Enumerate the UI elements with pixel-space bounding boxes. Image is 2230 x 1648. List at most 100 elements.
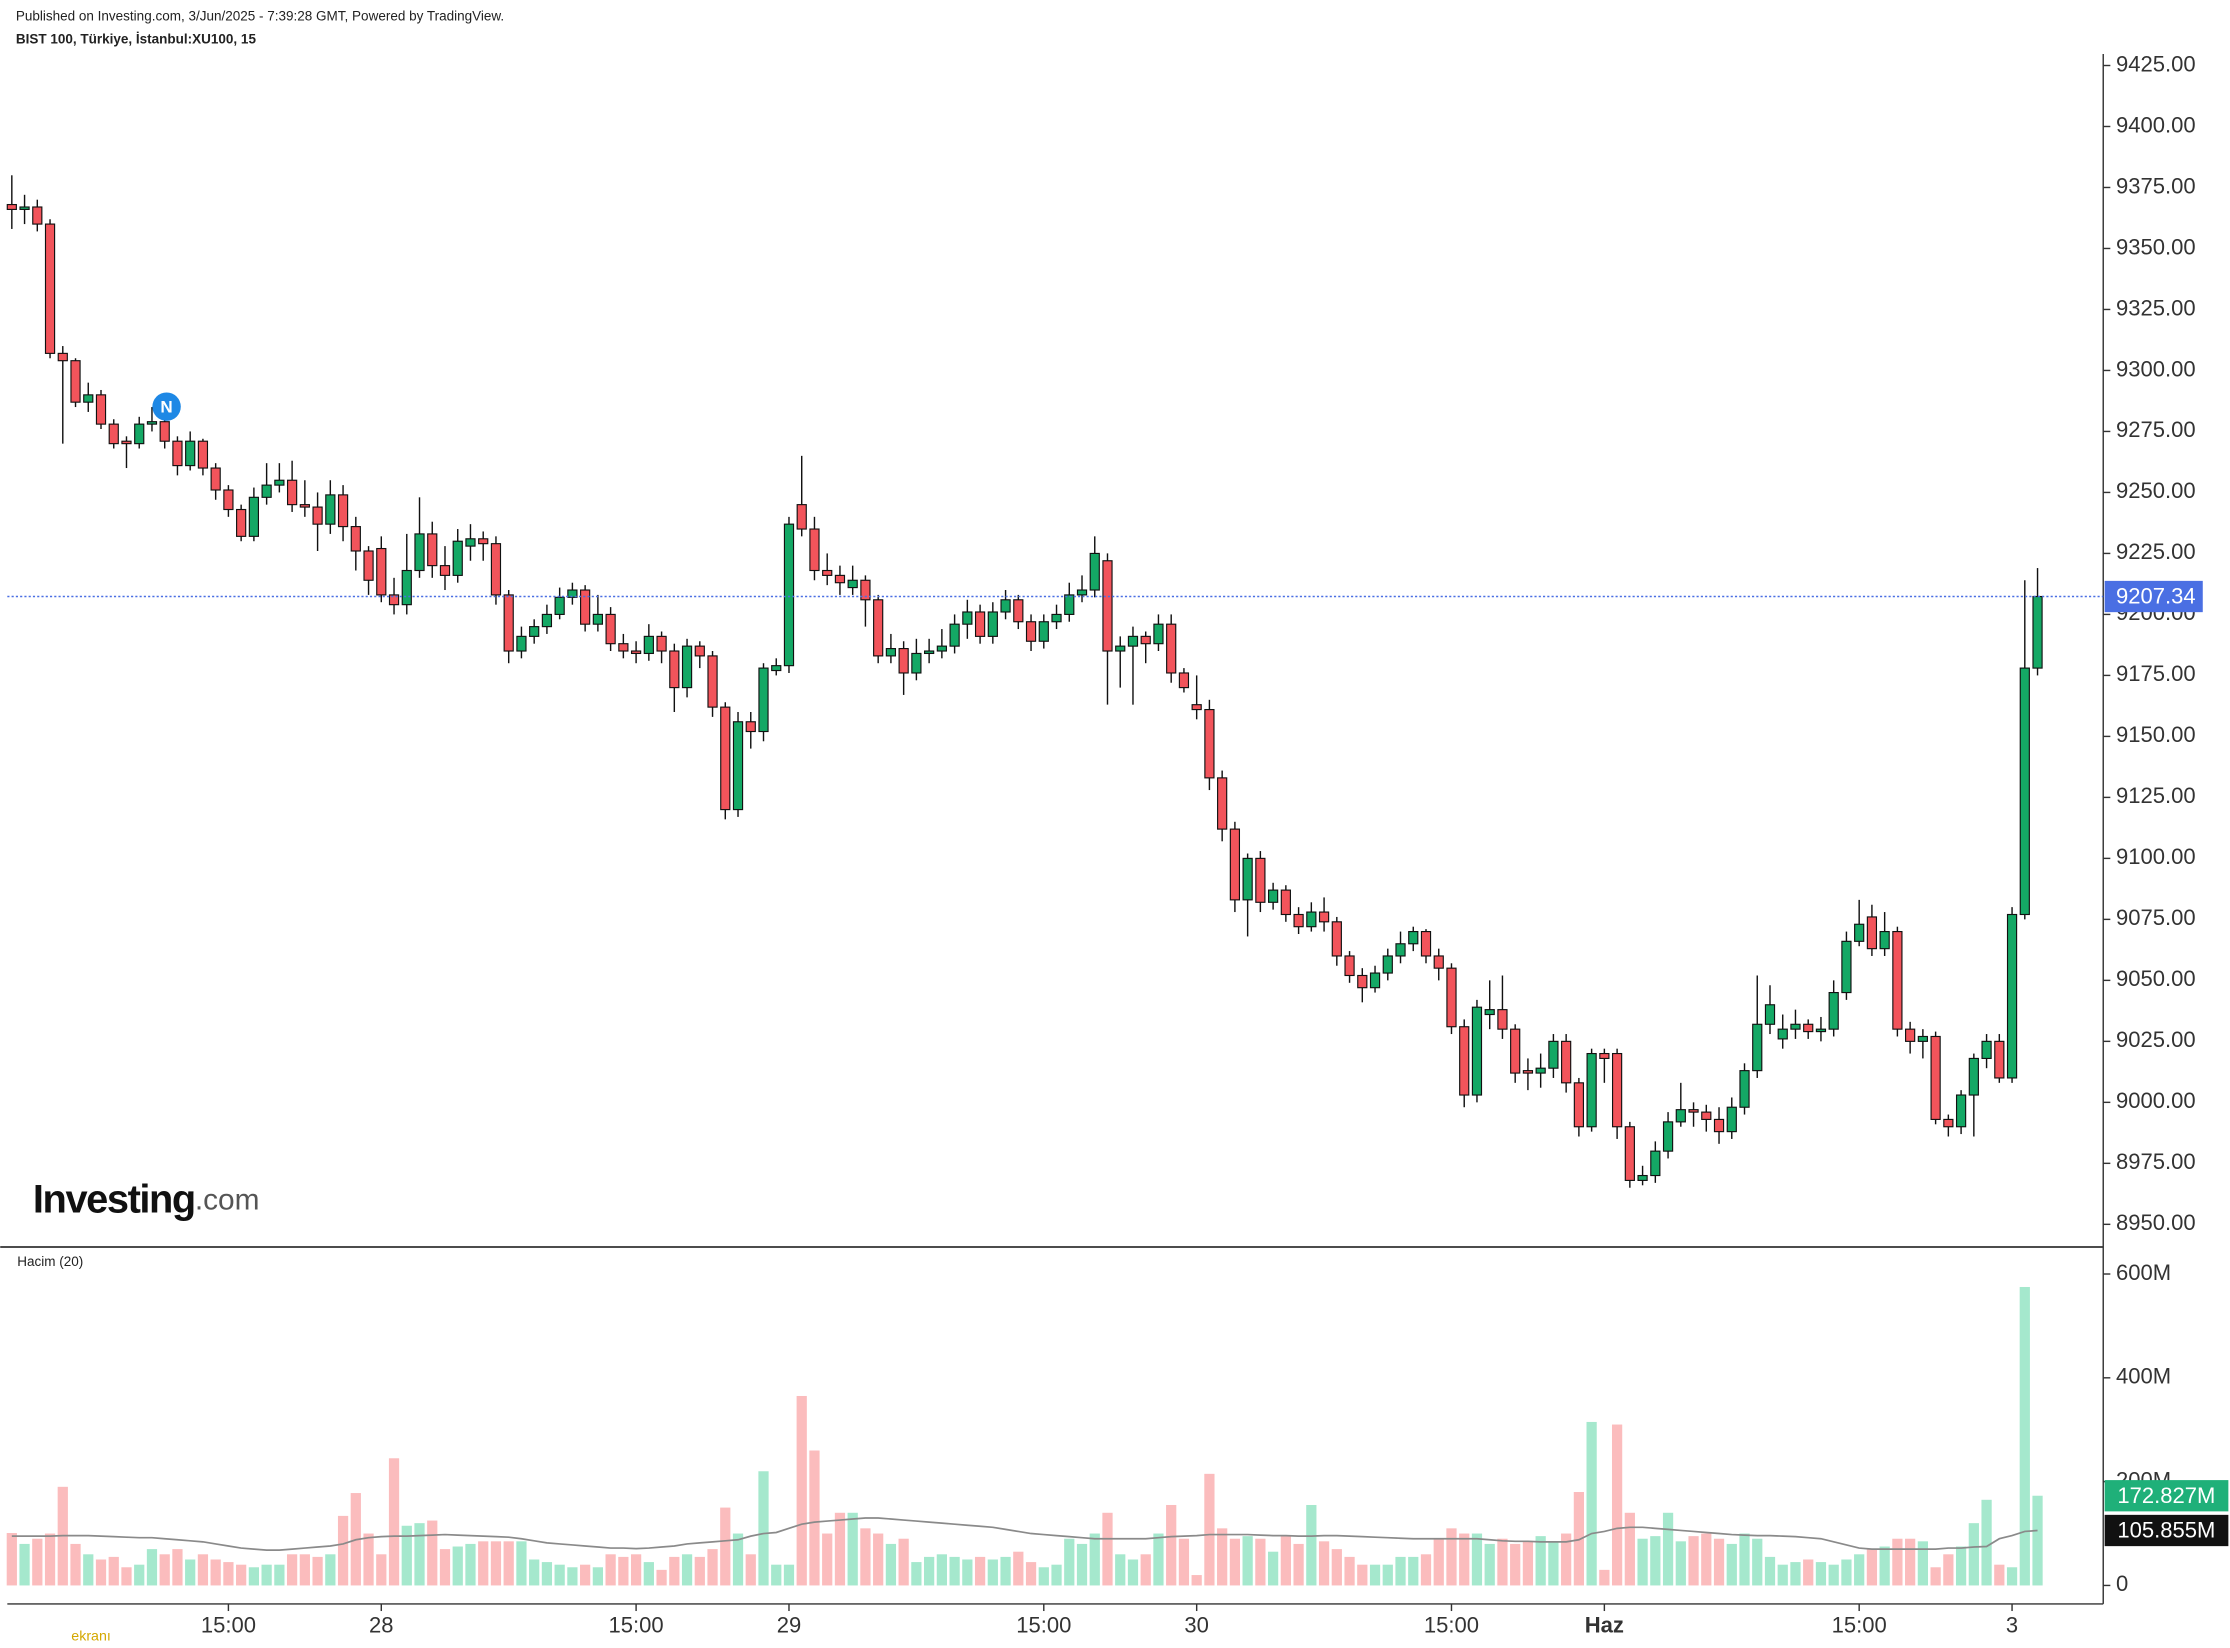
volume-bar <box>1013 1551 1024 1586</box>
candle-body <box>720 706 731 811</box>
badge-text: N <box>160 398 172 417</box>
candle-body <box>962 611 973 625</box>
candle-body <box>1624 1126 1635 1181</box>
candle-body <box>694 645 705 657</box>
volume-value-box <box>2104 1480 2229 1512</box>
volume-bar <box>146 1549 158 1586</box>
candle-body <box>248 496 260 537</box>
volume-bar <box>1510 1543 1521 1586</box>
volume-bar <box>1140 1554 1151 1586</box>
candle-body <box>44 223 56 354</box>
x-tick-label: 15:00 <box>1424 1612 1479 1637</box>
candle-body <box>1675 1109 1686 1123</box>
volume-bar <box>987 1559 998 1586</box>
volume-bar <box>248 1567 260 1586</box>
candle-body <box>567 589 578 598</box>
volume-bar <box>223 1562 234 1586</box>
volume-bar <box>1191 1575 1202 1586</box>
candle-body <box>70 360 81 403</box>
candle-body <box>83 394 94 403</box>
candle-body <box>1905 1028 1916 1042</box>
y-tick-label: 9100.00 <box>2116 844 2196 869</box>
y-tick-label: 9025.00 <box>2116 1027 2196 1052</box>
volume-bar <box>1815 1562 1827 1586</box>
volume-bar <box>924 1556 935 1586</box>
volume-ma-box <box>2104 1514 2229 1547</box>
volume-bar <box>1408 1556 1419 1586</box>
volume-bar <box>681 1554 693 1586</box>
logo-brand: Investing <box>33 1177 195 1221</box>
candle-body <box>1611 1052 1623 1128</box>
candle-body <box>19 206 30 211</box>
volume-bar <box>554 1564 565 1586</box>
volume-bar <box>669 1556 680 1586</box>
volume-bar <box>1051 1564 1062 1586</box>
volume-bar <box>1344 1556 1355 1586</box>
candle-body <box>1229 828 1241 901</box>
candle-body <box>223 489 234 511</box>
volume-bar <box>1803 1559 1814 1586</box>
volume-bar <box>185 1559 196 1586</box>
volume-bar <box>541 1562 553 1586</box>
volume-bar <box>605 1554 616 1586</box>
candle-body <box>681 645 693 689</box>
candle-body <box>274 479 285 486</box>
volume-bar <box>630 1554 642 1586</box>
y-tick-label: 9400.00 <box>2116 112 2196 137</box>
logo: Investing.com <box>33 1177 260 1221</box>
volume-bar <box>643 1562 654 1586</box>
volume-bar <box>70 1543 81 1586</box>
volume-bar <box>1739 1533 1750 1586</box>
volume-bar <box>707 1549 718 1586</box>
volume-bar <box>1752 1538 1763 1586</box>
candle-body <box>1153 623 1164 645</box>
volume-bar <box>1854 1554 1865 1586</box>
volume-bar <box>1497 1538 1508 1586</box>
candle-body <box>1433 955 1444 969</box>
volume-bar <box>1357 1564 1368 1586</box>
candle-body <box>108 423 119 445</box>
volume-bar <box>1701 1533 1712 1586</box>
volume-bar <box>1586 1421 1597 1586</box>
candle-body <box>822 569 833 576</box>
volume-bar <box>32 1538 43 1586</box>
volume-bar <box>1879 1546 1890 1586</box>
volume-bar <box>1522 1541 1534 1586</box>
candle-body <box>299 504 310 508</box>
volume-bar <box>1217 1528 1228 1586</box>
candle-body <box>1242 857 1253 901</box>
volume-bar <box>6 1533 17 1586</box>
volume-bar <box>1828 1564 1839 1586</box>
candle-body <box>1306 911 1317 928</box>
candle-body <box>936 645 947 652</box>
candle-body <box>465 538 476 547</box>
volume-bar <box>1573 1492 1585 1586</box>
candle-body <box>1331 921 1342 957</box>
candle-body <box>1191 704 1202 711</box>
volume-bar <box>1331 1549 1342 1586</box>
candle-body <box>1064 594 1075 615</box>
candle-body <box>1013 599 1024 623</box>
candle-body <box>911 652 922 674</box>
candle-body <box>656 635 667 652</box>
volume-bar <box>898 1538 909 1586</box>
y-tick-label: 9350.00 <box>2116 234 2196 259</box>
volume-bar <box>1038 1567 1049 1586</box>
volume-bar <box>656 1569 667 1586</box>
candle-body <box>1713 1118 1725 1133</box>
candle-body <box>1637 1174 1648 1181</box>
candle-body <box>1204 708 1215 779</box>
y-tick-label: 9300.00 <box>2116 356 2196 381</box>
volume-bar <box>1548 1541 1559 1586</box>
candle-body <box>376 547 387 596</box>
volume-bar <box>529 1559 540 1586</box>
volume-bar <box>465 1543 476 1586</box>
volume-bar <box>516 1541 527 1586</box>
candle-body <box>1280 889 1291 916</box>
candle-body <box>1115 645 1126 652</box>
candle-body <box>924 650 935 655</box>
candle-body <box>1178 672 1190 689</box>
volume-bar <box>2006 1567 2018 1586</box>
candle-body <box>796 504 807 530</box>
candle-body <box>172 440 183 467</box>
